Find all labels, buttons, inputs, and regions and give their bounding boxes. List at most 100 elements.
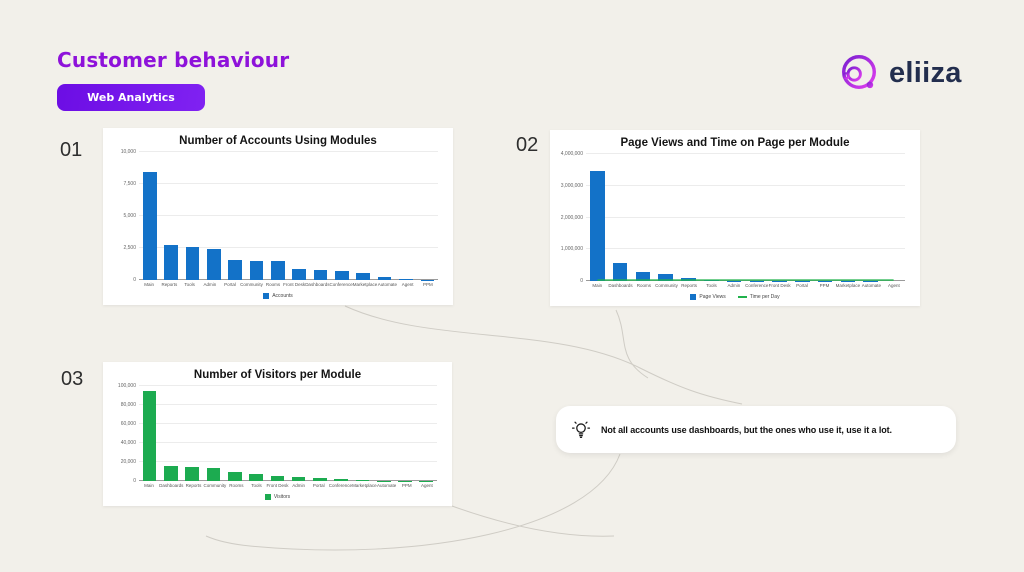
gridline: [139, 247, 438, 248]
chart-number-1: 01: [60, 139, 83, 161]
bar-admin: [291, 477, 306, 481]
category-column: [182, 152, 203, 280]
x-axis-label: Marketplace: [352, 483, 377, 488]
x-axis-label: Agent: [401, 282, 414, 287]
chart-legend-visitors: Visitors: [113, 490, 442, 503]
lightbulb-icon: [571, 421, 591, 438]
x-axis-label: Agent: [887, 283, 900, 288]
x-axis-label: Portal: [796, 283, 808, 288]
chart-card-accounts: Number of Accounts Using Modules 0 2,500 5…: [103, 128, 453, 305]
x-axis-label: Main: [592, 283, 603, 288]
bar-front-desk: [292, 269, 307, 280]
category-column: [289, 152, 310, 280]
bar-conference: [335, 271, 349, 280]
x-axis-label: Rooms: [229, 483, 244, 488]
x-axis-label: Portal: [224, 282, 236, 287]
x-axis-label: Automate: [861, 283, 882, 288]
web-analytics-button[interactable]: Web Analytics: [57, 84, 205, 111]
x-axis-label: Front Desk: [768, 283, 791, 288]
legend-label: Time per Day: [749, 293, 780, 300]
category-column: [586, 154, 609, 281]
x-axis-label: Automate: [377, 483, 397, 488]
gridline: [586, 184, 905, 186]
bar-rooms: [635, 271, 651, 281]
x-axis-label: PPM: [422, 282, 433, 287]
legend-label: Page Views: [699, 293, 726, 300]
y-axis-tick: 7,500: [123, 181, 136, 187]
y-axis-tick: 20,000: [120, 459, 136, 465]
x-axis-label: Front Desk: [283, 282, 306, 287]
bar-series: [139, 386, 437, 481]
x-axis-label: Tools: [706, 283, 717, 288]
eliiza-logo-icon: [842, 55, 876, 90]
x-axis-label: Community: [655, 283, 678, 288]
y-axis-tick: 100,000: [117, 383, 136, 389]
x-axis-label: Tools: [184, 282, 195, 287]
category-column: [182, 386, 203, 481]
chart-card-visitors: Number of Visitors per Module 0 20,000 40,…: [103, 362, 452, 506]
category-column: [160, 152, 181, 280]
category-column: [224, 152, 245, 280]
x-axis-line: [139, 480, 437, 481]
x-axis-label: Conference: [329, 282, 353, 287]
x-axis-label: Marketplace: [352, 282, 378, 287]
gridline: [586, 248, 905, 250]
legend-item: Time per Day: [737, 293, 780, 300]
bar-rooms: [271, 261, 285, 280]
chart-title-accounts: Number of Accounts Using Modules: [179, 135, 377, 147]
category-column: [417, 152, 438, 280]
y-axis-tick: 0: [133, 478, 136, 484]
bar-portal: [228, 259, 242, 280]
chart-legend-accounts: Accounts: [113, 289, 443, 302]
bar-dashboards: [612, 262, 628, 281]
x-axis-label: PPM: [819, 283, 830, 288]
y-axis-tick: 1,000,000: [560, 246, 583, 253]
bar-community: [206, 467, 221, 481]
legend-swatch: [690, 293, 697, 300]
x-axis-label: Front Desk: [266, 483, 289, 488]
gridline: [139, 461, 437, 462]
x-axis-label: Reports: [681, 283, 697, 288]
category-column: [609, 154, 632, 281]
bar-series: [139, 152, 438, 280]
category-column: [837, 154, 860, 281]
x-axis-label: Admin: [203, 282, 217, 287]
bar-reports: [164, 245, 178, 280]
category-column: [309, 386, 330, 481]
chart-number-2: 02: [516, 134, 539, 156]
y-axis-tick: 40,000: [120, 440, 136, 446]
x-axis-label: Reports: [161, 282, 178, 287]
category-column: [374, 152, 395, 280]
bar-main: [142, 172, 157, 280]
x-axis-label: Portal: [312, 483, 325, 488]
legend-swatch: [264, 493, 271, 500]
eliiza-logo: eliiza: [838, 50, 962, 96]
y-axis-tick: 4,000,000: [560, 151, 583, 157]
gridline: [586, 216, 905, 218]
x-axis-label: PPM: [401, 483, 412, 488]
chart-title-pageviews: Page Views and Time on Page per Module: [620, 137, 850, 149]
category-column: [416, 386, 437, 481]
category-column: [395, 152, 416, 280]
legend-item: Page Views: [690, 293, 726, 300]
bar-main: [142, 390, 157, 481]
bar-community: [658, 274, 674, 281]
category-column: [245, 386, 266, 481]
gridline: [139, 215, 438, 216]
category-column: [203, 386, 224, 481]
bar-main: [590, 171, 605, 281]
bar-admin: [206, 248, 221, 280]
category-column: [246, 152, 267, 280]
category-column: [331, 386, 352, 481]
y-axis-tick: 3,000,000: [560, 182, 583, 189]
category-column: [139, 152, 160, 280]
x-axis-label: Dashboards: [608, 283, 633, 288]
insight-note: Not all accounts use dashboards, but the…: [556, 406, 956, 453]
chart-title-visitors: Number of Visitors per Module: [193, 369, 362, 381]
category-column: [267, 152, 288, 280]
x-axis-label: Marketplace: [835, 283, 861, 288]
bar-rooms: [227, 471, 242, 481]
x-axis-label: Main: [144, 282, 154, 287]
bar-front-desk: [270, 475, 285, 481]
